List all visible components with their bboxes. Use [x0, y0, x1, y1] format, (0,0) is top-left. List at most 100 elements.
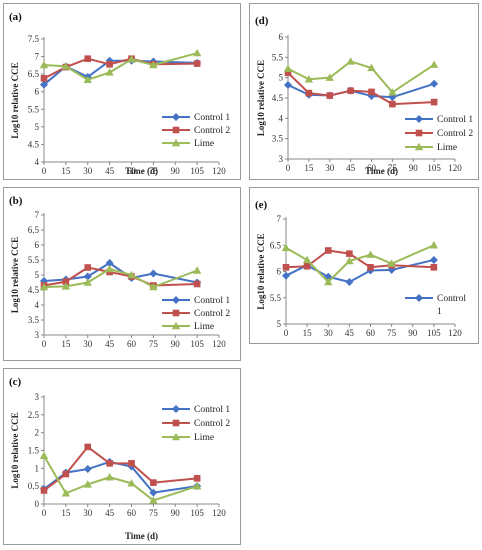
legend-label: Control 2: [194, 309, 230, 319]
x-tick-label: 75: [387, 328, 397, 338]
series-line-lime: [287, 60, 435, 94]
data-point-control2: [282, 264, 290, 271]
y-tick-label: 5: [279, 73, 284, 83]
data-point-control1: [40, 80, 48, 89]
data-point-lime: [39, 60, 49, 69]
x-tick-label: 90: [409, 163, 419, 173]
legend-label: Control: [437, 294, 466, 304]
x-tick-label: 30: [83, 508, 93, 518]
chart-svg-e: (e) 5 5.5 6 6.5 7 0 15 30 45 60 75 90 105 120 Log10 rel…: [255, 199, 466, 338]
y-tick-label: 5.5: [270, 293, 282, 303]
y-tick-label: 5: [277, 319, 282, 329]
data-point-lime: [304, 75, 314, 83]
data-point-control2: [367, 264, 374, 271]
x-tick-label: 105: [427, 163, 441, 173]
data-point-control1: [387, 265, 396, 274]
data-point-control2: [128, 460, 135, 467]
data-point-control2: [284, 69, 292, 77]
y-tick-label: 4: [35, 157, 40, 167]
data-point-lime: [149, 496, 158, 504]
x-tick-label: 15: [303, 328, 313, 338]
data-point-lime: [192, 481, 202, 490]
panel-label: (b): [9, 195, 23, 207]
legend-marker-control2: [415, 129, 423, 137]
data-point-control1: [83, 465, 92, 474]
data-point-lime: [283, 64, 293, 72]
data-point-control2: [346, 250, 353, 257]
data-point-lime: [302, 255, 312, 264]
y-tick-label: 2.5: [28, 410, 40, 420]
legend-marker-lime: [414, 142, 424, 151]
chart-panel-b: (b) 3 3.5 4 4.5 5 5.5 6 6.5 7 0 15 30 45 60 75 90 105 120 L…: [3, 187, 241, 361]
data-point-lime: [61, 62, 71, 70]
legend-marker-lime: [171, 321, 181, 330]
data-point-lime: [429, 60, 439, 68]
legend-label: Control 2: [194, 419, 230, 429]
panel-label: (a): [9, 11, 22, 23]
y-tick-label: 6: [35, 240, 40, 250]
y-tick-label: 6.5: [270, 240, 282, 250]
data-point-control1: [149, 269, 158, 278]
data-point-lime: [83, 278, 92, 286]
x-axis-title: Time (d): [125, 166, 158, 176]
data-point-lime: [149, 60, 158, 69]
x-tick-label: 75: [388, 163, 398, 173]
x-tick-label: 120: [448, 163, 462, 173]
y-tick-label: 5.5: [272, 52, 284, 62]
data-point-control2: [389, 100, 396, 108]
data-point-control2: [347, 87, 354, 94]
data-point-lime: [83, 75, 92, 83]
y-tick-label: 5: [35, 270, 40, 280]
y-tick-label: 6: [35, 87, 40, 97]
y-tick-label: 4.5: [28, 139, 40, 149]
data-point-lime: [345, 256, 354, 265]
x-tick-label: 120: [212, 166, 226, 176]
x-tick-label: 105: [190, 166, 204, 176]
x-tick-label: 90: [408, 328, 418, 338]
y-tick-label: 6.5: [28, 225, 40, 235]
chart-svg-c: (c)00.511.522.530 15 30 45 60 75 90 105 120Time …: [9, 376, 230, 541]
data-point-lime: [105, 264, 114, 273]
data-point-control1: [83, 272, 92, 281]
x-tick-label: 30: [83, 166, 93, 176]
legend-marker-control2: [172, 126, 180, 134]
data-point-control1: [430, 79, 439, 88]
data-point-lime: [281, 243, 291, 252]
legend-label: Control 2: [437, 129, 473, 139]
x-tick-label: 60: [127, 339, 137, 349]
chart-svg-a: (a) 4 4.5 5 5.5 6 6.5 7 7.5 0 15 30 45 60 75 90 105 120 Ti…: [9, 11, 230, 176]
y-axis-title: Log10 relative CCE: [10, 412, 20, 488]
legend-marker-control1: [415, 115, 423, 123]
data-point-lime: [83, 480, 92, 488]
chart-panel-a: (a) 4 4.5 5 5.5 6 6.5 7 7.5 0 15 30 45 60 75 90 105 120 Ti…: [3, 3, 241, 180]
data-point-control2: [84, 55, 92, 62]
y-tick-label: 3: [35, 330, 40, 340]
x-tick-label: 75: [149, 166, 159, 176]
legend-marker-lime: [171, 432, 181, 441]
data-point-control1: [284, 80, 292, 89]
y-tick-label: 3.5: [272, 134, 284, 144]
x-tick-label: 0: [284, 328, 289, 338]
data-point-lime: [192, 266, 202, 274]
y-tick-label: 1: [35, 463, 40, 473]
data-point-control2: [430, 98, 438, 106]
x-tick-label: 75: [149, 508, 159, 518]
y-axis-title: Log10 relative CCE: [10, 237, 20, 313]
legend-marker-control1: [172, 296, 180, 304]
data-point-lime: [388, 88, 397, 96]
data-point-lime: [39, 282, 49, 291]
x-tick-label: 15: [61, 339, 71, 349]
data-point-lime: [127, 55, 136, 63]
data-point-control2: [62, 470, 70, 478]
x-tick-label: 45: [105, 339, 115, 349]
chart-panel-d: (d) 3 3.5 4 4.5 5 5.5 6 0 15 30 45 60 75 90 105 120 Time …: [249, 3, 479, 180]
y-tick-label: 1.5: [28, 446, 40, 456]
data-point-control2: [193, 475, 201, 482]
data-point-lime: [127, 270, 136, 279]
x-tick-label: 105: [190, 508, 204, 518]
y-tick-label: 7: [277, 214, 282, 224]
y-tick-label: 0.5: [28, 481, 40, 491]
data-point-control2: [40, 75, 48, 82]
y-tick-label: 7: [35, 210, 40, 220]
x-tick-label: 30: [324, 328, 334, 338]
